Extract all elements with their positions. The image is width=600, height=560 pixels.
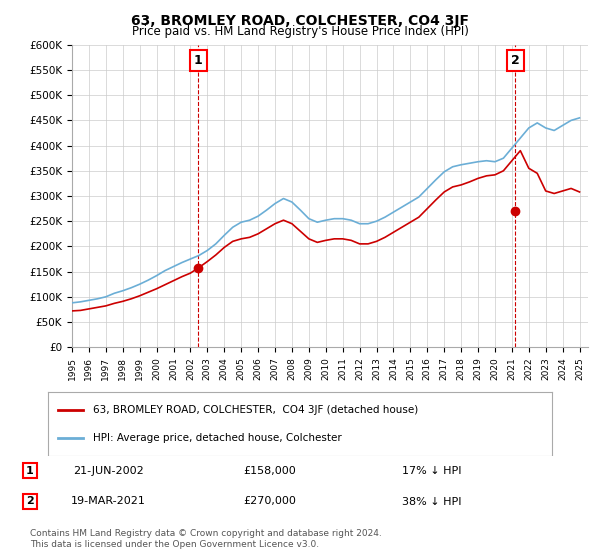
Text: 1: 1 [194,54,203,67]
Text: 63, BROMLEY ROAD, COLCHESTER,  CO4 3JF (detached house): 63, BROMLEY ROAD, COLCHESTER, CO4 3JF (d… [94,405,419,415]
Text: HPI: Average price, detached house, Colchester: HPI: Average price, detached house, Colc… [94,433,342,444]
Text: Price paid vs. HM Land Registry's House Price Index (HPI): Price paid vs. HM Land Registry's House … [131,25,469,38]
Text: £158,000: £158,000 [244,465,296,475]
Text: 2: 2 [511,54,520,67]
Text: £270,000: £270,000 [244,497,296,506]
Text: 19-MAR-2021: 19-MAR-2021 [71,497,145,506]
Text: 17% ↓ HPI: 17% ↓ HPI [402,465,462,475]
Text: 2: 2 [26,497,34,506]
Text: 38% ↓ HPI: 38% ↓ HPI [402,497,462,506]
Text: 1: 1 [26,465,34,475]
Text: Contains HM Land Registry data © Crown copyright and database right 2024.
This d: Contains HM Land Registry data © Crown c… [30,529,382,549]
Text: 63, BROMLEY ROAD, COLCHESTER, CO4 3JF: 63, BROMLEY ROAD, COLCHESTER, CO4 3JF [131,14,469,28]
Text: 21-JUN-2002: 21-JUN-2002 [73,465,143,475]
